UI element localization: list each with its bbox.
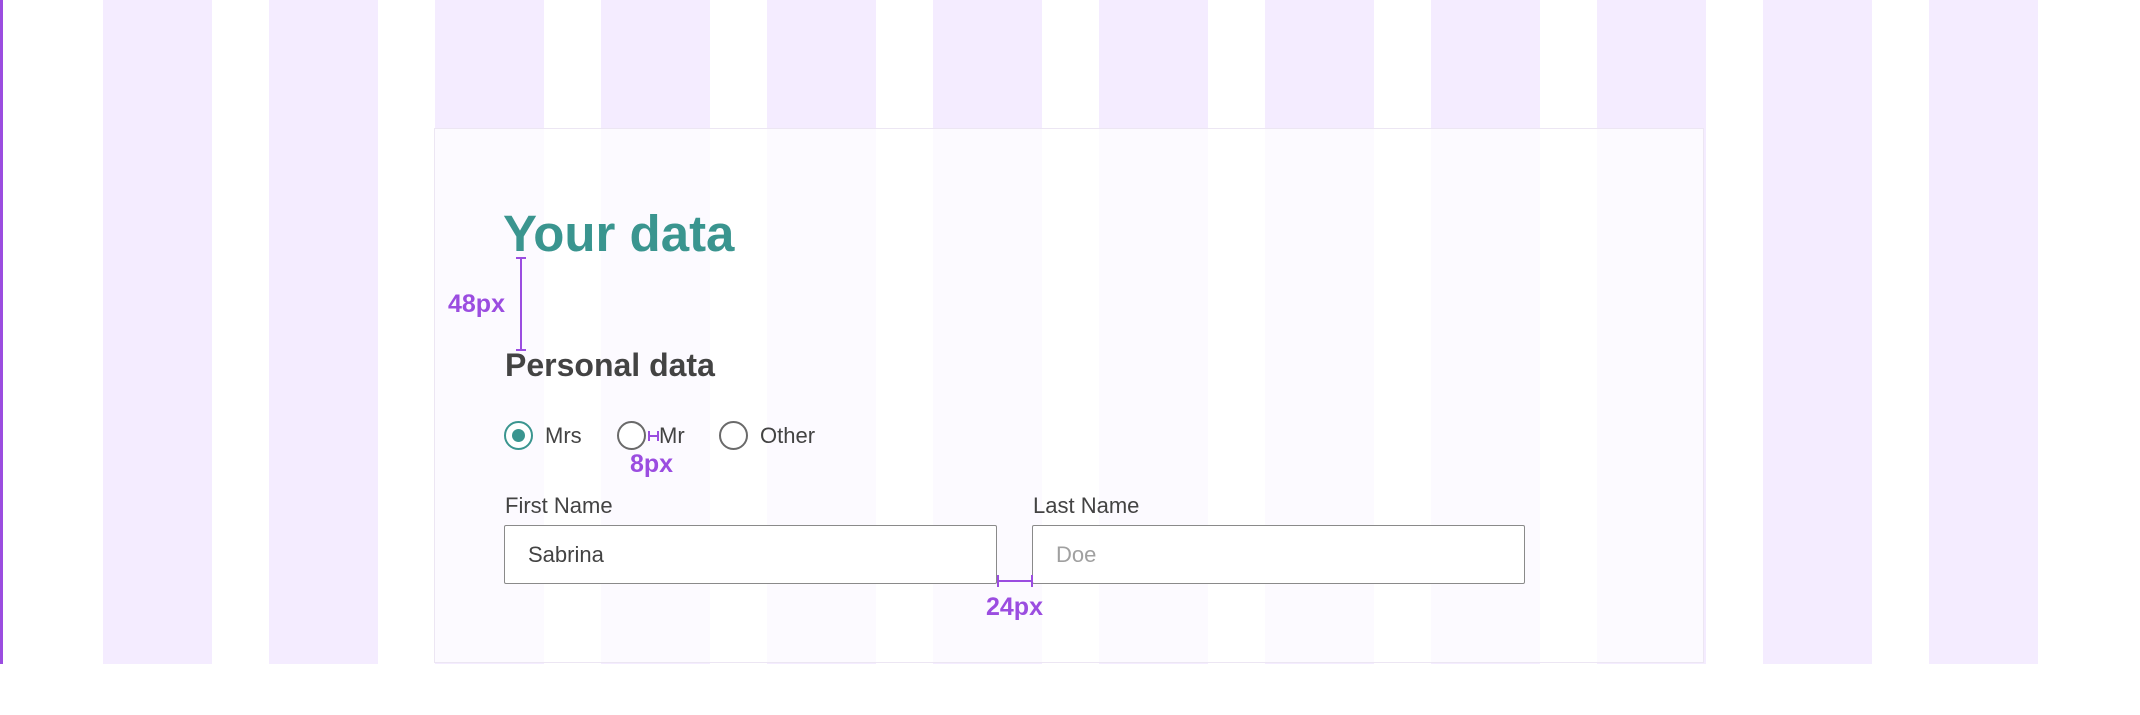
last-name-label: Last Name [1033,493,1140,518]
spacing-label-8: 8px [630,450,674,478]
first-name-input[interactable] [504,525,997,584]
spacing-label-24: 24px [986,593,1043,621]
spacing-marker-vertical [516,257,526,351]
viewport-left-edge [0,0,3,664]
grid-column [103,0,212,664]
radio-mr[interactable] [617,421,646,450]
first-name-label: First Name [505,493,613,518]
last-name-input[interactable] [1032,525,1525,584]
grid-column [1929,0,2038,664]
radio-label-mrs[interactable]: Mrs [545,423,582,448]
spacing-marker-radio-gap [648,431,659,441]
grid-column [269,0,378,664]
spacing-marker-field-gap [997,575,1033,587]
radio-label-mr[interactable]: Mr [659,423,685,448]
page-title: Your data [503,205,735,262]
radio-other[interactable] [719,421,748,450]
radio-mrs[interactable] [504,421,533,450]
grid-column [1763,0,1872,664]
spacing-label-48: 48px [448,290,505,318]
section-title: Personal data [505,347,715,383]
radio-selected-dot [512,429,525,442]
radio-label-other[interactable]: Other [760,423,816,448]
